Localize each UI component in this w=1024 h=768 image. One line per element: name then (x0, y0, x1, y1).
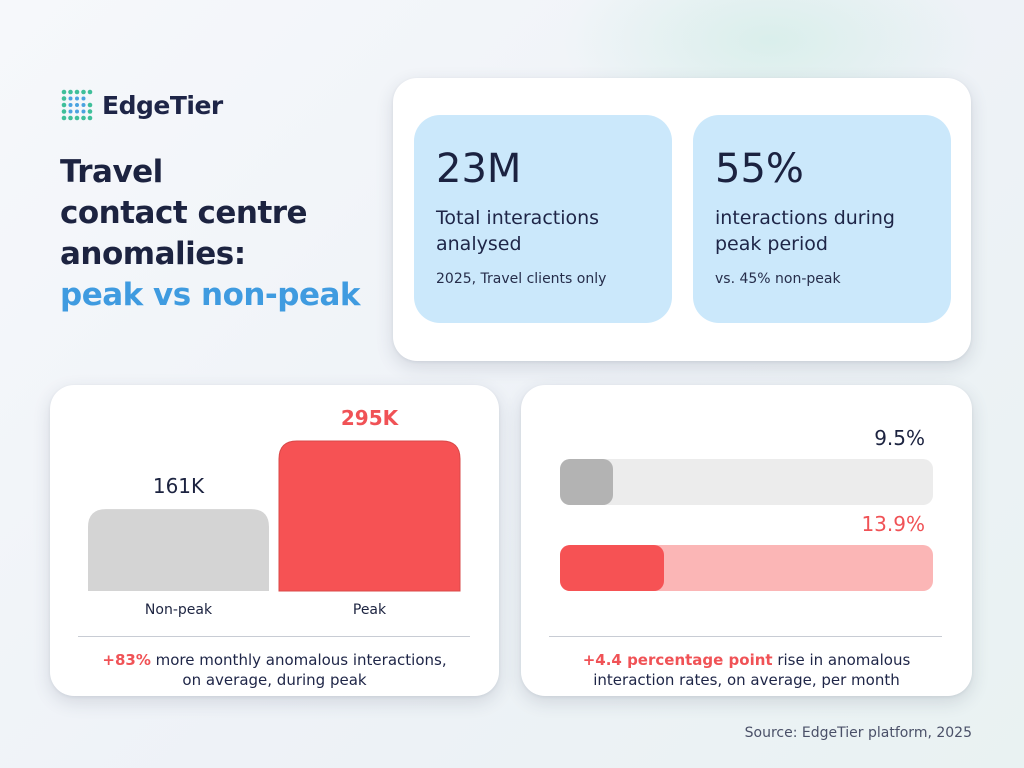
caption-text: rise in anomalous (772, 651, 911, 669)
caption-line: +83% more monthly anomalous interactions… (70, 650, 479, 670)
caption-line: interaction rates, on average, per month (593, 671, 900, 689)
stat-label: Total interactions (436, 207, 600, 229)
stat-tile-peak: 55% interactions during peak period vs. … (693, 115, 951, 323)
source-note: Source: EdgeTier platform, 2025 (744, 725, 972, 741)
anomaly-rate-card: 9.5% 13.9% +4.4 percentage point rise in … (521, 385, 972, 696)
value-label: 295K (341, 406, 400, 430)
bar-chart-caption: +83% more monthly anomalous interactions… (70, 650, 479, 690)
rate-chart-caption: +4.4 percentage point rise in anomalous … (541, 650, 952, 690)
stat-label: interactions during (715, 207, 895, 229)
brand-name: EdgeTier (102, 90, 223, 120)
value-label: 9.5% (874, 426, 925, 450)
stat-note: vs. 45% non-peak (715, 271, 841, 287)
caption-highlight: +83% (102, 651, 151, 669)
stat-label: analysed (436, 233, 522, 255)
anomaly-rate-chart: 9.5% 13.9% (560, 426, 933, 591)
value-label: 13.9% (861, 512, 925, 536)
caption-line: on average, during peak (182, 671, 367, 689)
caption-line: +4.4 percentage point rise in anomalous (541, 650, 952, 670)
caption-highlight: +4.4 percentage point (582, 651, 773, 669)
stat-label: peak period (715, 233, 828, 255)
value-label: 161K (153, 474, 205, 498)
caption-text: more monthly anomalous interactions, (150, 651, 447, 669)
stats-card: 23M Total interactions analysed 2025, Tr… (393, 78, 971, 361)
anomalous-volume-chart: 161K Non-peak 295K Peak (88, 406, 461, 618)
title-line: Travel (60, 154, 163, 190)
page-title: Travel contact centre anomalies: peak vs… (60, 152, 390, 316)
bar-peak (278, 440, 461, 592)
brand: EdgeTier (60, 88, 223, 122)
stat-value: 55% (715, 146, 804, 192)
bar-fill (560, 545, 664, 591)
category-label: Non-peak (145, 602, 213, 618)
divider (549, 636, 942, 637)
stat-tile-total: 23M Total interactions analysed 2025, Tr… (414, 115, 672, 323)
title-line: contact centre (60, 195, 308, 231)
bar-non-peak (88, 509, 269, 591)
edgetier-logo-icon (61, 89, 93, 121)
divider (78, 636, 470, 637)
title-line: anomalies: (60, 236, 246, 272)
bar-fill (560, 459, 613, 505)
category-label: Peak (353, 602, 387, 618)
stat-value: 23M (436, 146, 522, 192)
stat-note: 2025, Travel clients only (436, 271, 607, 287)
title-accent-line: peak vs non-peak (60, 277, 361, 313)
anomalous-volume-card: 161K Non-peak 295K Peak +83% more monthly a… (50, 385, 499, 696)
bar-track (560, 459, 933, 505)
